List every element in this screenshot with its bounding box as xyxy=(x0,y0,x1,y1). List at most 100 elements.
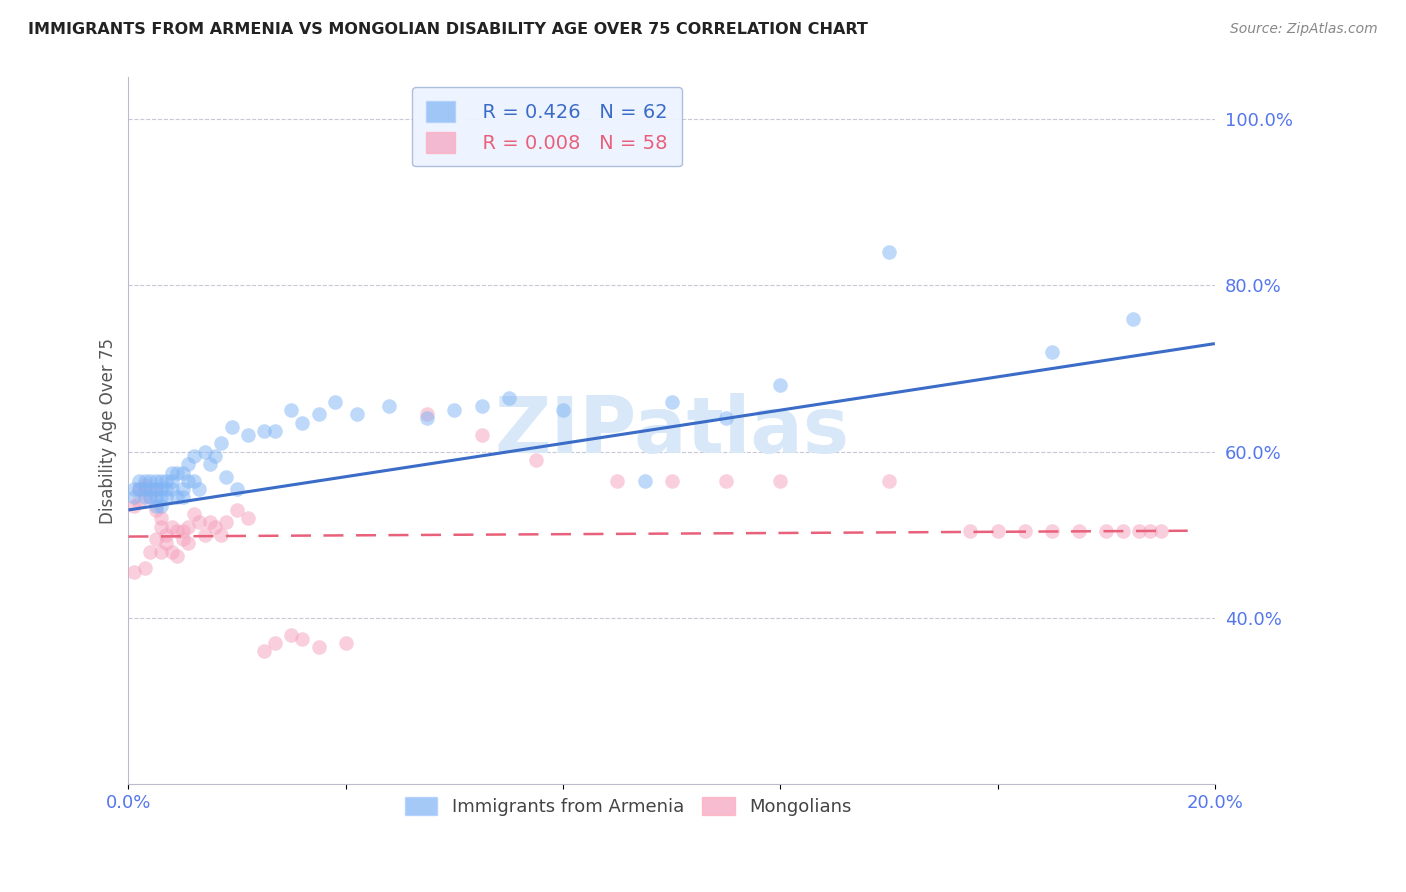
Point xyxy=(323,394,346,409)
Point xyxy=(416,411,439,425)
Point xyxy=(714,474,737,488)
Point xyxy=(155,491,177,505)
Point xyxy=(139,482,162,496)
Point xyxy=(280,628,302,642)
Point xyxy=(150,511,173,525)
Point xyxy=(443,403,465,417)
Point xyxy=(470,428,492,442)
Point xyxy=(145,532,167,546)
Point xyxy=(498,391,520,405)
Point xyxy=(253,644,276,658)
Point xyxy=(236,428,259,442)
Point xyxy=(1040,345,1063,359)
Point xyxy=(183,449,205,463)
Point xyxy=(877,474,900,488)
Point xyxy=(166,524,188,538)
Point xyxy=(183,474,205,488)
Point xyxy=(661,394,683,409)
Point xyxy=(160,474,183,488)
Point xyxy=(150,474,173,488)
Point xyxy=(714,411,737,425)
Point xyxy=(209,436,232,450)
Point xyxy=(155,474,177,488)
Point xyxy=(145,482,167,496)
Point xyxy=(128,482,150,496)
Text: ZIPatlas: ZIPatlas xyxy=(494,393,849,469)
Point xyxy=(769,378,792,392)
Point xyxy=(172,532,194,546)
Point xyxy=(150,491,173,505)
Point xyxy=(264,424,287,438)
Point xyxy=(470,399,492,413)
Legend: Immigrants from Armenia, Mongolians: Immigrants from Armenia, Mongolians xyxy=(396,788,860,825)
Point xyxy=(188,482,211,496)
Point xyxy=(122,499,145,513)
Point xyxy=(134,482,156,496)
Point xyxy=(139,474,162,488)
Point xyxy=(215,516,238,530)
Point xyxy=(150,544,173,558)
Point xyxy=(155,536,177,550)
Point xyxy=(416,407,439,421)
Point xyxy=(551,403,574,417)
Point xyxy=(987,524,1010,538)
Point xyxy=(145,491,167,505)
Point xyxy=(134,491,156,505)
Point xyxy=(177,474,200,488)
Point xyxy=(188,516,211,530)
Point xyxy=(139,544,162,558)
Point xyxy=(166,491,188,505)
Point xyxy=(177,536,200,550)
Point xyxy=(769,474,792,488)
Point xyxy=(172,482,194,496)
Point xyxy=(177,519,200,533)
Point xyxy=(155,528,177,542)
Point xyxy=(291,416,314,430)
Point xyxy=(172,524,194,538)
Point xyxy=(122,566,145,580)
Point xyxy=(150,499,173,513)
Point xyxy=(134,561,156,575)
Point xyxy=(139,491,162,505)
Point xyxy=(145,499,167,513)
Point xyxy=(378,399,401,413)
Point xyxy=(524,453,547,467)
Point xyxy=(215,469,238,483)
Point xyxy=(145,482,167,496)
Point xyxy=(122,482,145,496)
Point xyxy=(160,482,183,496)
Point xyxy=(177,457,200,471)
Point xyxy=(134,482,156,496)
Point xyxy=(172,466,194,480)
Point xyxy=(160,519,183,533)
Point xyxy=(145,503,167,517)
Point xyxy=(128,494,150,508)
Point xyxy=(150,482,173,496)
Point xyxy=(128,482,150,496)
Point xyxy=(335,636,357,650)
Point xyxy=(308,407,330,421)
Point xyxy=(134,478,156,492)
Point xyxy=(1067,524,1090,538)
Point xyxy=(172,491,194,505)
Point xyxy=(606,474,628,488)
Point xyxy=(204,519,226,533)
Point xyxy=(139,491,162,505)
Point xyxy=(1014,524,1036,538)
Point xyxy=(150,519,173,533)
Point xyxy=(193,528,215,542)
Point xyxy=(226,482,249,496)
Point xyxy=(1111,524,1133,538)
Point xyxy=(122,491,145,505)
Point xyxy=(198,516,221,530)
Point xyxy=(193,444,215,458)
Point xyxy=(183,507,205,521)
Point xyxy=(877,245,900,260)
Point xyxy=(209,528,232,542)
Point xyxy=(1122,311,1144,326)
Point xyxy=(959,524,981,538)
Point xyxy=(198,457,221,471)
Point xyxy=(1139,524,1161,538)
Point xyxy=(236,511,259,525)
Point xyxy=(128,474,150,488)
